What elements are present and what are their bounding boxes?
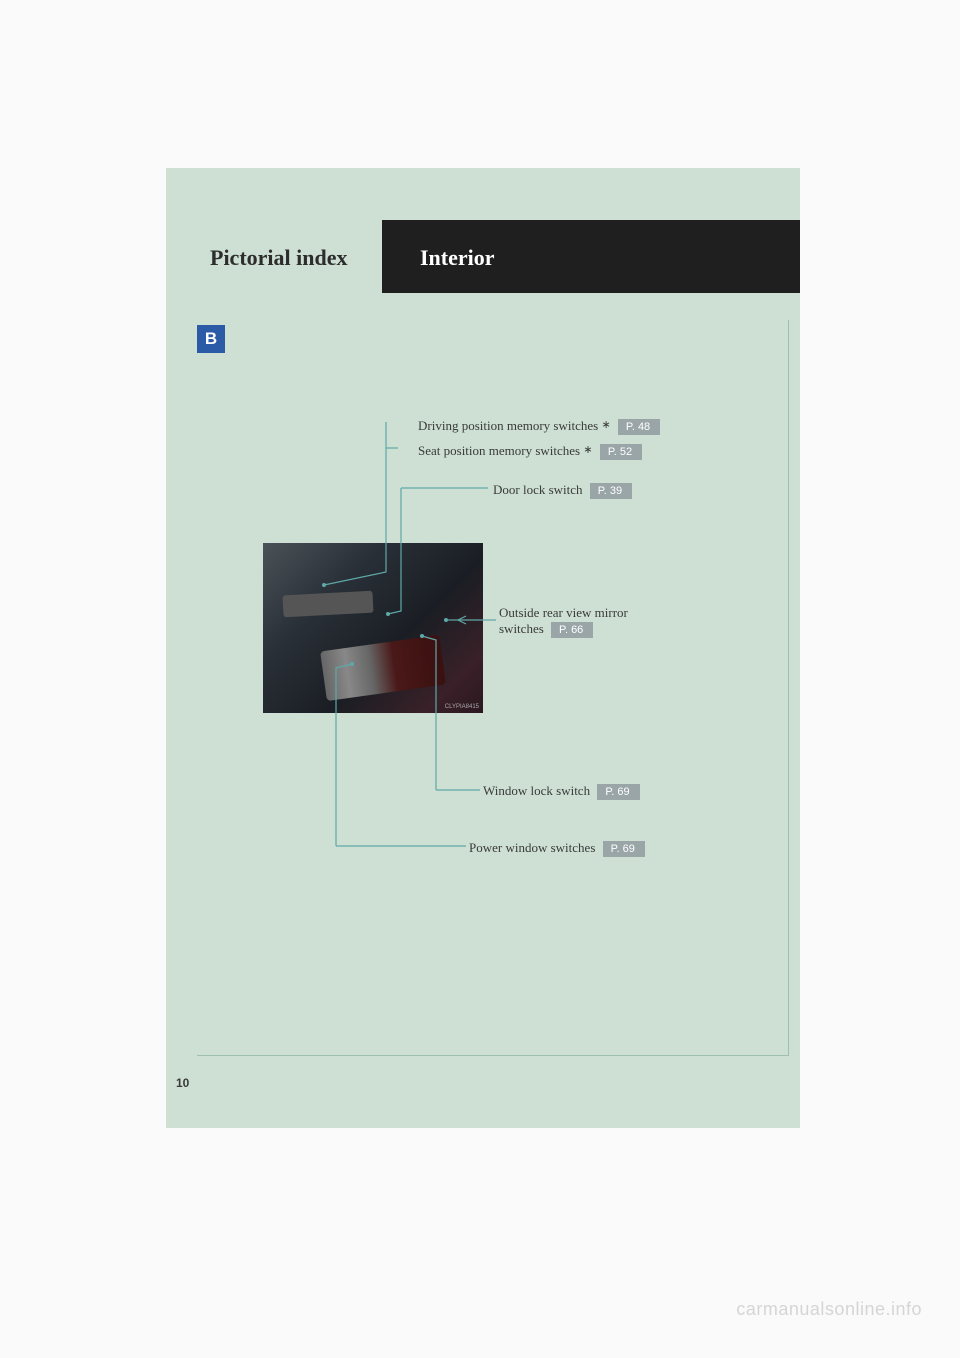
callout-seat-memory-label: Seat position memory switches <box>418 443 580 458</box>
callout-power-window: Power window switches P. 69 <box>469 840 645 857</box>
door-panel-photo: CLYPIA8415 <box>263 543 483 713</box>
callout-driving-memory-label: Driving position memory switches <box>418 418 598 433</box>
callout-mirror-label2: switches <box>499 621 544 636</box>
callout-window-lock-label: Window lock switch <box>483 783 590 798</box>
callout-mirror: Outside rear view mirror switches P. 66 <box>499 605 729 638</box>
asterisk-icon: ∗ <box>583 444 592 456</box>
callout-door-lock-label: Door lock switch <box>493 482 583 497</box>
page-ref-seat-memory[interactable]: P. 52 <box>600 444 642 460</box>
page-number: 10 <box>176 1076 189 1090</box>
page-ref-driving-memory[interactable]: P. 48 <box>618 419 660 435</box>
callout-window-lock: Window lock switch P. 69 <box>483 783 640 800</box>
header-right-title: Interior <box>420 245 495 271</box>
section-badge: B <box>197 325 225 353</box>
page-ref-power-window[interactable]: P. 69 <box>603 841 645 857</box>
photo-code: CLYPIA8415 <box>445 704 479 710</box>
header-left-title: Pictorial index <box>210 245 347 271</box>
page-ref-mirror[interactable]: P. 66 <box>551 622 593 638</box>
callout-power-window-label: Power window switches <box>469 840 595 855</box>
callout-mirror-label1: Outside rear view mirror <box>499 605 628 620</box>
asterisk-icon: ∗ <box>601 419 610 431</box>
callout-driving-memory: Driving position memory switches ∗ P. 48 <box>418 418 660 435</box>
callout-seat-memory: Seat position memory switches ∗ P. 52 <box>418 443 642 460</box>
page-ref-door-lock[interactable]: P. 39 <box>590 483 632 499</box>
page-ref-window-lock[interactable]: P. 69 <box>597 784 639 800</box>
watermark: carmanualsonline.info <box>736 1299 922 1320</box>
callout-door-lock: Door lock switch P. 39 <box>493 482 632 499</box>
